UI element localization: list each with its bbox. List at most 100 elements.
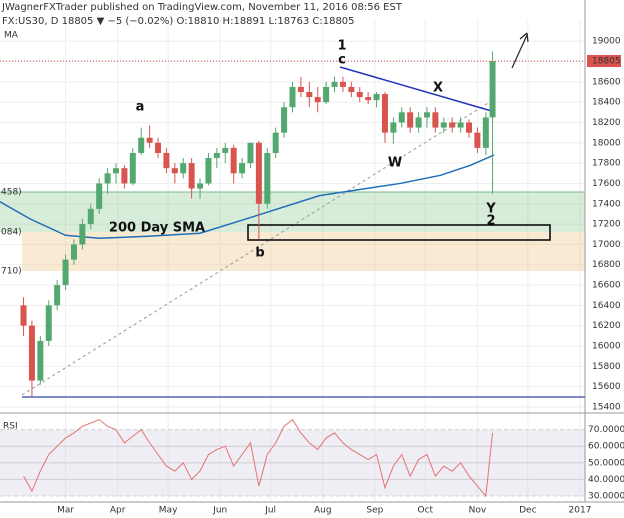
- candle-body: [398, 112, 405, 123]
- rsi-line: [23, 418, 494, 498]
- x-tick-label: 2017: [569, 506, 592, 516]
- fib-label: 458): [1, 188, 22, 198]
- last-price-box: [587, 55, 621, 68]
- candle-body: [121, 168, 128, 184]
- candle-body: [449, 122, 456, 128]
- candle-body: [331, 81, 338, 87]
- target-box: [247, 224, 551, 241]
- wave-label: 200 Day SMA: [109, 221, 205, 236]
- candle-body: [70, 244, 77, 260]
- x-tick-label: Nov: [469, 506, 487, 516]
- arrow-head: [519, 32, 529, 43]
- fib-label: 084): [1, 228, 22, 238]
- y-tick-label: 18000: [592, 138, 621, 148]
- candle-body: [45, 305, 52, 341]
- candle-body: [180, 163, 187, 174]
- y-tick-label: 15400: [592, 402, 621, 412]
- x-tick-label: Jun: [212, 506, 227, 516]
- fib-label: 710): [1, 267, 22, 277]
- candle-body: [356, 92, 363, 98]
- trend-line-dashed: [21, 99, 494, 396]
- candle-body: [20, 305, 27, 326]
- candle-body: [423, 112, 430, 118]
- candle-body: [306, 92, 313, 98]
- x-tick-label: Aug: [314, 506, 332, 516]
- y-tick-label: 18600: [592, 77, 621, 87]
- rsi-tick-label: 30.0000: [588, 492, 624, 502]
- y-tick-label: 17600: [592, 179, 621, 189]
- sma-line: [0, 154, 495, 240]
- candle-body: [390, 122, 397, 133]
- candle-body: [348, 86, 355, 93]
- trend-line: [339, 66, 496, 113]
- candle-body: [272, 132, 279, 153]
- wave-label: 2: [486, 214, 495, 229]
- wave-label: b: [255, 246, 264, 261]
- y-tick-label: 18200: [592, 118, 621, 128]
- x-tick-label: Mar: [57, 506, 74, 516]
- candle-body: [255, 142, 262, 204]
- wave-label: X: [433, 81, 443, 96]
- wave-label: Y: [485, 202, 496, 217]
- fib-zone-orange: [22, 232, 585, 271]
- indicator-label: MA: [4, 31, 19, 41]
- candle-body: [281, 107, 288, 133]
- candle-body: [37, 340, 44, 381]
- candle-body: [62, 259, 69, 286]
- candle-body: [474, 132, 481, 148]
- candle-body: [129, 152, 136, 184]
- candle-body: [432, 112, 439, 128]
- y-tick-label: 16600: [592, 281, 621, 291]
- candle-body: [466, 122, 473, 133]
- candle-body: [155, 142, 162, 153]
- candle-body: [239, 163, 246, 174]
- candle-body: [138, 137, 145, 153]
- candle-body: [457, 122, 464, 128]
- y-tick-label: 17400: [592, 199, 621, 209]
- header: JWagnerFXTrader published on TradingView…: [1, 2, 403, 13]
- rsi-label: RSI: [3, 422, 18, 432]
- candle-body: [323, 86, 330, 103]
- rsi-tick-label: 70.0000: [588, 425, 624, 435]
- y-tick-label: 16000: [592, 341, 621, 351]
- candle-body: [28, 325, 35, 381]
- candle-body: [222, 147, 229, 153]
- rsi-tick-label: 40.0000: [588, 475, 624, 485]
- candle-body: [289, 86, 296, 108]
- candle-body: [87, 208, 94, 225]
- wave-label: 1: [337, 39, 346, 54]
- candle-body: [365, 97, 372, 101]
- y-tick-label: 16400: [592, 301, 621, 311]
- candle-body: [314, 97, 321, 103]
- candle-body: [79, 224, 86, 245]
- last-price-label: 18805: [592, 57, 621, 67]
- candle-body: [381, 94, 388, 133]
- candle-body: [146, 137, 153, 143]
- candle-body: [112, 168, 119, 174]
- candle-body: [197, 183, 204, 189]
- y-tick-label: 19000: [592, 37, 621, 47]
- candle-body: [297, 86, 304, 93]
- candle-body: [213, 152, 220, 159]
- rsi-tick-label: 50.0000: [588, 458, 624, 468]
- candle-body: [339, 81, 346, 87]
- candle-body: [54, 285, 61, 306]
- candle-body: [205, 158, 212, 184]
- y-tick-label: 17200: [592, 220, 621, 230]
- y-tick-label: 16800: [592, 260, 621, 270]
- y-tick-label: 16200: [592, 321, 621, 331]
- candle-body: [188, 163, 195, 189]
- candle-body: [489, 61, 496, 118]
- candle-body: [247, 142, 254, 164]
- candle-body: [104, 173, 111, 184]
- x-tick-label: Dec: [519, 506, 536, 516]
- candle-body: [373, 94, 380, 101]
- candle-body: [230, 147, 237, 174]
- x-tick-label: Sep: [366, 506, 383, 516]
- x-tick-label: Apr: [110, 506, 126, 516]
- arrow: [511, 34, 528, 69]
- rsi-tick-label: 60.0000: [588, 442, 624, 452]
- candle-body: [407, 112, 414, 128]
